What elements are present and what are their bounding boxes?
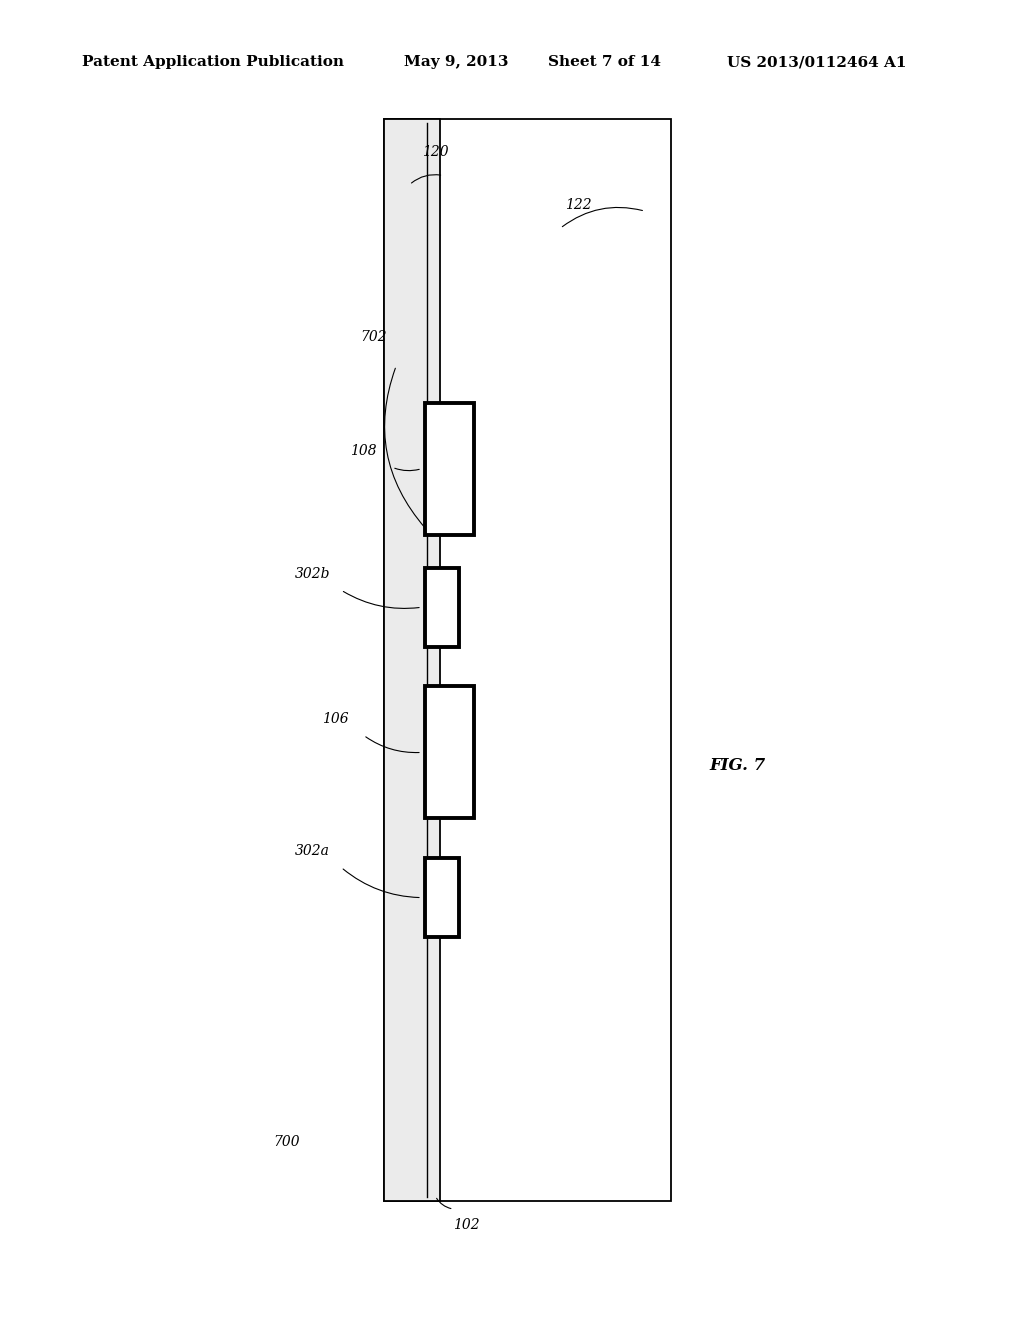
Bar bbox=[384, 119, 671, 1201]
Bar bbox=[425, 403, 474, 535]
Text: FIG. 7: FIG. 7 bbox=[710, 758, 765, 774]
Text: Patent Application Publication: Patent Application Publication bbox=[82, 55, 344, 70]
Text: 120: 120 bbox=[422, 145, 449, 158]
Bar bbox=[425, 686, 474, 818]
Text: Sheet 7 of 14: Sheet 7 of 14 bbox=[548, 55, 660, 70]
Text: 122: 122 bbox=[565, 198, 592, 211]
Bar bbox=[425, 568, 459, 647]
Bar bbox=[384, 119, 440, 1201]
Text: May 9, 2013: May 9, 2013 bbox=[404, 55, 509, 70]
Text: 106: 106 bbox=[322, 713, 348, 726]
Bar bbox=[425, 858, 459, 937]
Text: 702: 702 bbox=[360, 330, 387, 343]
Text: 102: 102 bbox=[453, 1218, 479, 1232]
Text: 302b: 302b bbox=[295, 568, 330, 581]
Text: US 2013/0112464 A1: US 2013/0112464 A1 bbox=[727, 55, 906, 70]
Text: 700: 700 bbox=[273, 1135, 300, 1148]
Text: 302a: 302a bbox=[295, 845, 330, 858]
Text: 108: 108 bbox=[350, 445, 377, 458]
